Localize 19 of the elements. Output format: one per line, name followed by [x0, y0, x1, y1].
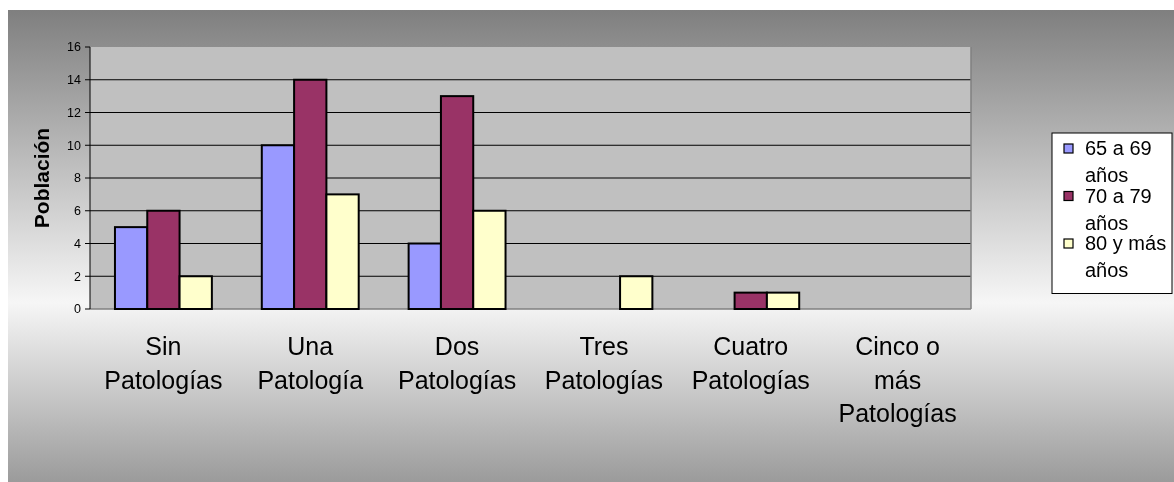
- x-tick-label: Tres Patologías: [544, 332, 663, 394]
- legend-label: 70 a 79 años: [1085, 184, 1152, 234]
- y-tick-label: 16: [67, 40, 82, 55]
- y-tick-label: 14: [67, 73, 82, 88]
- y-tick-label: 0: [74, 302, 82, 317]
- x-tick-label: Cinco o más Patologías: [838, 332, 957, 427]
- x-tick-label: Dos Patologías: [398, 332, 517, 394]
- x-tick-label: Una Patología: [257, 332, 364, 394]
- y-tick-label: 6: [74, 204, 82, 219]
- y-tick-label: 12: [67, 105, 82, 120]
- x-tick-label: Sin Patologías: [104, 332, 223, 394]
- y-tick-label: 10: [67, 138, 82, 153]
- y-tick-label: 8: [74, 171, 82, 186]
- x-tick-label: Cuatro Patologías: [691, 332, 810, 394]
- y-tick-label: 4: [74, 236, 82, 251]
- legend-label: 80 y más años: [1085, 232, 1167, 281]
- legend-label: 65 a 69 años: [1085, 137, 1152, 186]
- y-tick-label: 2: [74, 269, 82, 284]
- y-axis-title: Población: [30, 127, 53, 229]
